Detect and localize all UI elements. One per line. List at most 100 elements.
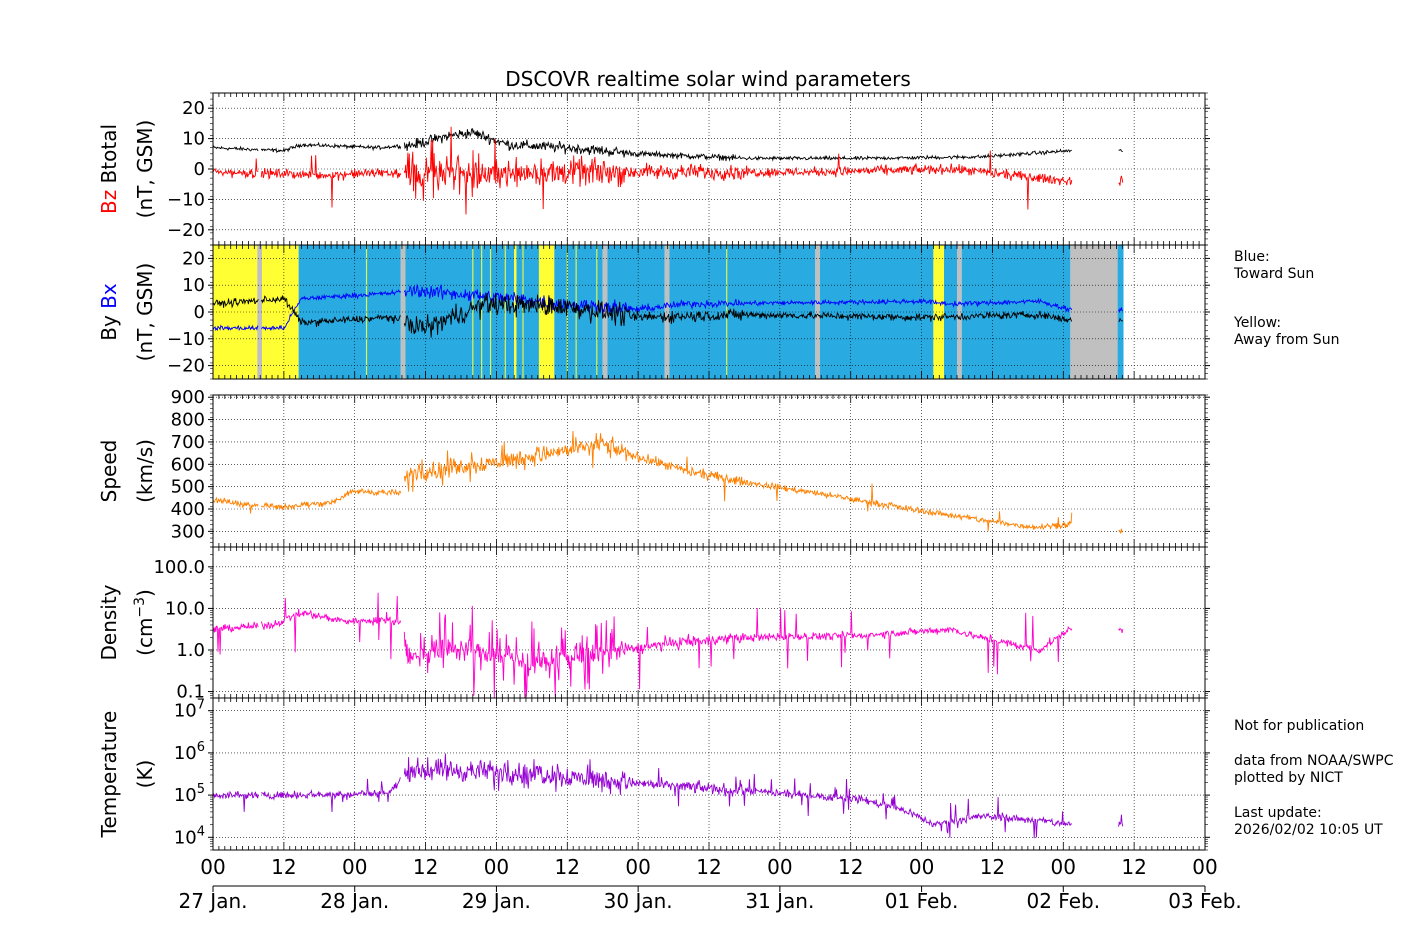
y-tick-label: 104 [174, 824, 205, 848]
temperature-series-segment-3 [1118, 814, 1124, 827]
speed-ylabel-part: Speed [97, 440, 121, 503]
density-series-segment-3 [1118, 627, 1124, 633]
density-ylabel-part: Density [97, 584, 121, 660]
ylabel-units-text: (cm [133, 618, 157, 656]
away-from-sun-legend-label: Away from Sun [1234, 332, 1339, 348]
y-tick-label: 105 [174, 782, 205, 806]
x-hour-label: 12 [1121, 855, 1146, 879]
y-tick-label: 900 [171, 387, 205, 408]
sector-band-7 [516, 245, 539, 379]
x-axis: 00 12 00 12 00 12 00 12 00 12 00 12 00 12 00 27 Jan. 28 … [179, 855, 1242, 913]
x-hour-label: 00 [1051, 855, 1076, 879]
y-tick-label-base: 10 [174, 827, 197, 848]
y-tick-label: 800 [171, 410, 205, 431]
x-hour-label: 12 [271, 855, 296, 879]
y-tick-label: −10 [167, 329, 205, 350]
sector-band-1 [257, 245, 263, 379]
y-tick-label: 700 [171, 432, 205, 453]
y-tick-label: −20 [167, 220, 205, 241]
mag-by-bx-panel: 20 10 0 −10 −20 By Bx (nT, GSM) [97, 244, 1210, 380]
density-panel: 100.0 10.0 1.0 0.1 Density (cm−3) [97, 546, 1210, 703]
sector-band-20 [1070, 245, 1118, 379]
by-series-segment-2 [403, 292, 1073, 338]
sector-band-2 [262, 245, 299, 379]
y-tick-label: 20 [182, 98, 205, 119]
y-tick-label: 10 [182, 129, 205, 150]
mag-by-bx-ylabel-units: (nT, GSM) [133, 263, 157, 362]
speed-series-segment-3 [1118, 528, 1123, 535]
not-for-publication-note: Not for publication [1234, 718, 1364, 734]
x-hour-label: 12 [696, 855, 721, 879]
sector-band-14 [815, 245, 821, 379]
temperature-series-segment-2 [403, 753, 1073, 839]
mag-bz-bt-ylabel-part: Bz [97, 190, 121, 214]
y-tick-label-exponent: 6 [197, 740, 205, 755]
sector-band-6 [514, 245, 517, 379]
ylabel-units-end: ) [133, 589, 157, 597]
density-series-segment-2 [403, 605, 1073, 698]
y-tick-label: 100.0 [153, 557, 205, 578]
sector-band-3 [298, 245, 401, 379]
x-hour-label: 00 [625, 855, 650, 879]
mag-by-bx-ylabel: By Bx [97, 283, 121, 341]
y-tick-label: 106 [174, 740, 205, 764]
ylabel-units-text: (nT, GSM) [133, 120, 157, 219]
y-tick-label-base: 10 [174, 701, 197, 722]
speed-series-segment-0 [212, 496, 259, 514]
y-tick-label-exponent: 7 [197, 698, 205, 713]
bz-series-segment-2 [403, 126, 1073, 215]
bx-series-segment-2 [403, 283, 1073, 315]
sector-band-21 [1117, 245, 1124, 379]
x-day-label: 28 Jan. [320, 889, 389, 913]
x-day-label: 03 Feb. [1168, 889, 1242, 913]
x-hour-label: 12 [413, 855, 438, 879]
sector-band-18 [957, 245, 962, 379]
btotal-series-segment-2 [403, 127, 1072, 162]
x-day-label: 02 Feb. [1026, 889, 1100, 913]
chart-title: DSCOVR realtime solar wind parameters [505, 67, 911, 91]
sector-band-17 [944, 245, 957, 379]
temperature-series-segment-1 [260, 777, 401, 813]
x-hour-label: 12 [980, 855, 1005, 879]
mag-bz-bt-panel: 20 10 0 −10 −20 Bz Btotal (nT, GSM) [97, 92, 1210, 246]
speed-series-segment-1 [260, 488, 402, 511]
y-tick-label: 0 [194, 302, 205, 323]
btotal-series-segment-0 [212, 145, 259, 152]
away-from-sun-legend-title: Yellow: [1233, 315, 1281, 331]
plot-notes: Not for publication data from NOAA/SWPC … [1234, 718, 1394, 838]
bx-series-segment-3 [1118, 307, 1123, 314]
ylabel-units-text: (km/s) [133, 439, 157, 503]
x-hour-label: 00 [342, 855, 367, 879]
x-hour-label: 12 [555, 855, 580, 879]
x-day-label: 31 Jan. [745, 889, 814, 913]
bz-series-segment-0 [212, 158, 259, 179]
speed-ylabel: Speed [97, 440, 121, 503]
speed-ylabel-units: (km/s) [133, 439, 157, 503]
density-ylabel-units: (cm−3) [132, 589, 157, 656]
y-tick-label: 107 [174, 698, 205, 722]
x-day-label: 29 Jan. [462, 889, 531, 913]
y-tick-label: 500 [171, 477, 205, 498]
sector-legend: Blue: Toward Sun Yellow: Away from Sun [1233, 249, 1339, 348]
bx-series-segment-1 [261, 288, 402, 332]
x-hour-label: 00 [909, 855, 934, 879]
sector-band-19 [961, 245, 1071, 379]
y-tick-label: 1.0 [176, 640, 205, 661]
x-day-label: 27 Jan. [179, 889, 248, 913]
mag-bz-bt-ylabel: Bz Btotal [97, 124, 121, 214]
ylabel-units-text: (K) [133, 760, 157, 789]
y-tick-label: −20 [167, 356, 205, 377]
sector-band-12 [664, 245, 670, 379]
y-tick-label: 600 [171, 454, 205, 475]
y-tick-label: 400 [171, 499, 205, 520]
y-tick-label: 10 [182, 275, 205, 296]
mag-by-bx-ylabel-part: By [97, 315, 121, 341]
temperature-ylabel-units: (K) [133, 760, 157, 789]
sector-band-10 [602, 245, 608, 379]
y-tick-label: 0.1 [176, 682, 205, 703]
x-hour-label: 00 [767, 855, 792, 879]
by-series-segment-0 [212, 297, 259, 309]
last-update-time: 2026/02/02 10:05 UT [1234, 822, 1383, 838]
mag-bz-bt-ylabel-units: (nT, GSM) [133, 120, 157, 219]
